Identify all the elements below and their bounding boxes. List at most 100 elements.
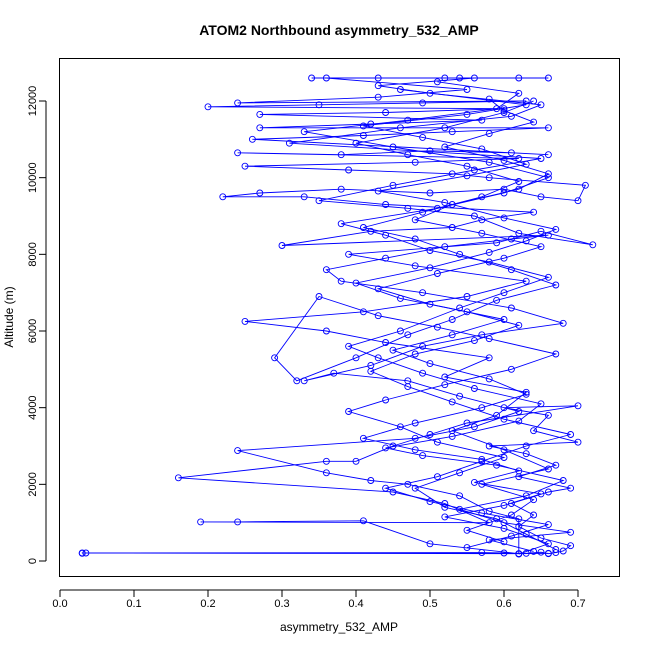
data-point — [382, 201, 390, 208]
data-point — [507, 500, 515, 507]
data-point — [537, 490, 545, 498]
data-point — [419, 289, 427, 297]
data-point — [515, 523, 523, 530]
data-point — [426, 247, 434, 254]
y-tick-label: 12000 — [27, 86, 39, 117]
data-point — [478, 331, 486, 339]
data-point — [411, 434, 419, 442]
data-point — [359, 132, 367, 139]
series-line-6 — [361, 98, 550, 555]
data-point — [470, 423, 478, 431]
data-point — [411, 419, 419, 427]
data-point — [515, 185, 523, 193]
data-point — [441, 381, 449, 389]
data-point — [315, 293, 323, 300]
data-point — [411, 216, 419, 224]
data-point — [300, 128, 308, 136]
data-point — [441, 500, 449, 507]
x-tick-label: 0.1 — [126, 598, 141, 610]
data-point — [493, 411, 501, 419]
data-point — [485, 442, 493, 450]
data-point — [456, 250, 464, 258]
data-point — [544, 540, 552, 548]
data-point — [426, 431, 434, 438]
data-point — [322, 469, 330, 477]
data-point — [500, 105, 508, 113]
data-point — [522, 492, 530, 500]
data-point — [256, 110, 264, 118]
data-point — [396, 124, 404, 132]
data-point — [544, 74, 552, 82]
chart-title: ATOM2 Northbound asymmetry_532_AMP — [199, 22, 479, 38]
data-point — [537, 101, 545, 109]
data-point — [374, 74, 382, 82]
data-point — [507, 235, 515, 243]
data-point — [174, 474, 182, 482]
data-point — [544, 231, 552, 239]
data-point — [574, 402, 582, 410]
data-point — [426, 264, 434, 272]
data-point — [552, 546, 560, 553]
data-point — [448, 432, 456, 440]
data-point — [359, 308, 367, 316]
data-point — [522, 97, 530, 105]
data-point — [448, 316, 456, 323]
x-tick-label: 0.0 — [52, 598, 67, 610]
data-point — [241, 162, 249, 170]
data-point — [537, 548, 545, 556]
data-point — [544, 273, 552, 281]
y-axis: 0 2000 4000 6000 8000 10000 12000 — [27, 86, 47, 564]
data-point — [382, 444, 390, 452]
data-point — [478, 480, 486, 488]
data-point — [456, 505, 464, 513]
data-point — [367, 227, 375, 235]
data-point — [544, 170, 552, 178]
data-point — [256, 124, 264, 132]
data-point — [507, 532, 515, 540]
x-tick-label: 0.4 — [348, 598, 363, 610]
data-point — [419, 452, 427, 460]
data-point — [426, 89, 434, 97]
data-point — [515, 408, 523, 415]
data-point — [359, 517, 367, 525]
data-point — [382, 254, 390, 262]
data-point — [500, 156, 508, 164]
y-tick-label: 4000 — [27, 395, 39, 419]
data-point — [448, 398, 456, 406]
data-point — [478, 404, 486, 412]
data-point — [426, 300, 434, 308]
data-point — [515, 178, 523, 185]
data-point — [219, 193, 227, 201]
x-tick-label: 0.5 — [422, 598, 437, 610]
data-point — [478, 457, 486, 465]
x-tick-label: 0.7 — [570, 598, 585, 610]
y-tick-label: 0 — [27, 558, 39, 564]
data-point — [396, 423, 404, 431]
data-point — [507, 149, 515, 157]
data-point — [485, 536, 493, 544]
data-point — [404, 151, 412, 159]
data-point — [359, 434, 367, 442]
data-point — [367, 120, 375, 128]
data-point — [507, 112, 515, 120]
data-point — [456, 74, 464, 82]
data-point — [419, 99, 427, 107]
data-point — [530, 208, 538, 216]
data-point — [493, 461, 501, 469]
data-point — [404, 116, 412, 124]
data-point — [559, 477, 567, 484]
data-point — [522, 388, 530, 396]
data-point — [441, 373, 449, 381]
data-point — [500, 289, 508, 297]
data-point — [248, 135, 256, 143]
series-line-1 — [81, 77, 587, 555]
data-point — [478, 229, 486, 237]
data-point — [544, 411, 552, 419]
data-point — [337, 185, 345, 193]
data-point — [485, 519, 493, 527]
data-point — [470, 212, 478, 220]
data-point — [552, 225, 560, 233]
data-point — [389, 143, 397, 151]
data-point — [500, 501, 508, 509]
data-point — [567, 484, 575, 492]
